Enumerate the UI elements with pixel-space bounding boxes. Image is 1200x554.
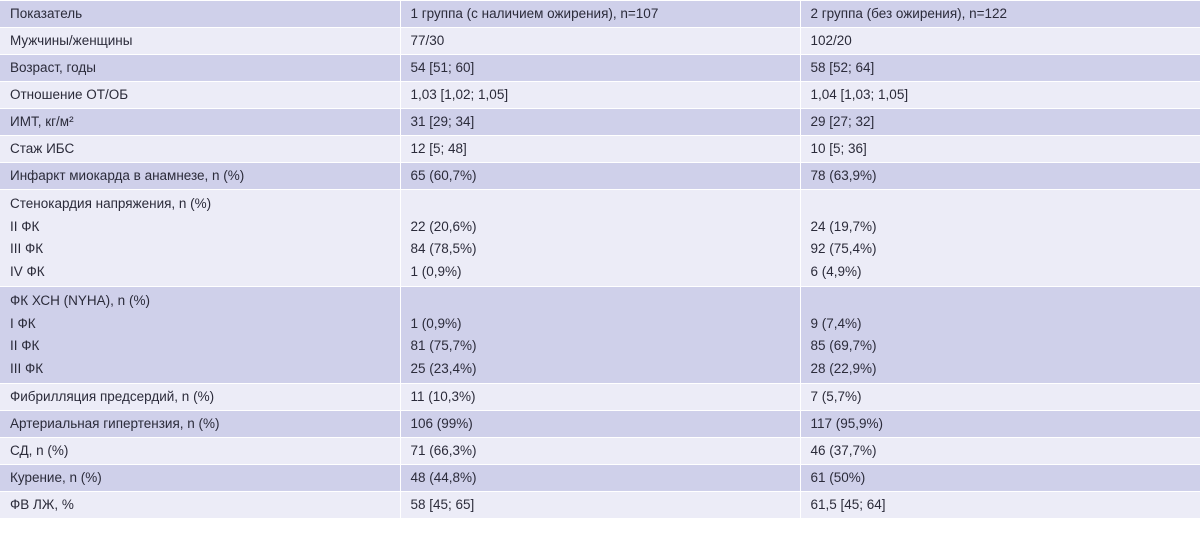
- row-value-group-1: 71 (66,3%): [399, 437, 800, 465]
- row-label: Отношение ОТ/ОБ: [0, 81, 400, 109]
- row-label: СД, n (%): [0, 437, 400, 465]
- row-value-group-2: 1,04 [1,03; 1,05]: [799, 81, 1200, 109]
- row-value-group-2: 9 (7,4%) 85 (69,7%) 28 (22,9%): [799, 286, 1200, 384]
- sub-value: 1 (0,9%): [410, 315, 462, 331]
- row-label: Мужчины/женщины: [0, 27, 400, 55]
- sub-value: 25 (23,4%): [410, 360, 477, 376]
- row-value-group-2: 102/20: [799, 27, 1200, 55]
- header-group-2: 2 группа (без ожирения), n=122: [799, 0, 1200, 28]
- sub-value: 28 (22,9%): [810, 360, 877, 376]
- table-row: СД, n (%) 71 (66,3%) 46 (37,7%): [0, 437, 1200, 465]
- header-group-1: 1 группа (с наличием ожирения), n=107: [399, 0, 800, 28]
- sub-value: 81 (75,7%): [410, 338, 477, 353]
- table-row: Возраст, годы 54 [51; 60] 58 [52; 64]: [0, 54, 1200, 82]
- table-row: ФВ ЛЖ, % 58 [45; 65] 61,5 [45; 64]: [0, 491, 1200, 519]
- characteristics-table: Показатель 1 группа (с наличием ожирения…: [0, 0, 1200, 519]
- sub-label: II ФК: [10, 338, 40, 353]
- header-indicator: Показатель: [0, 0, 400, 28]
- row-label: ИМТ, кг/м²: [0, 108, 400, 136]
- row-label: Фибрилляция предсердий, n (%): [0, 383, 400, 411]
- group-heading: Стенокардия напряжения, n (%): [10, 196, 212, 211]
- sub-label: IV ФК: [10, 263, 45, 279]
- row-value-group-1: 48 (44,8%): [399, 464, 800, 492]
- sub-value: 9 (7,4%): [810, 315, 862, 331]
- sub-label: I ФК: [10, 315, 36, 331]
- row-value-group-1: 58 [45; 65]: [399, 491, 800, 519]
- table-row: ИМТ, кг/м² 31 [29; 34] 29 [27; 32]: [0, 108, 1200, 136]
- row-value-group-2: 117 (95,9%): [799, 410, 1200, 438]
- sub-value: 84 (78,5%): [410, 241, 477, 256]
- spacer: [811, 193, 1191, 216]
- table-row: Стаж ИБС 12 [5; 48] 10 [5; 36]: [0, 135, 1200, 163]
- sub-label: II ФК: [10, 218, 40, 234]
- row-label: Стенокардия напряжения, n (%) II ФК III …: [0, 189, 400, 287]
- sub-value: 85 (69,7%): [810, 338, 877, 353]
- sub-value: 1 (0,9%): [410, 263, 462, 279]
- table-row: Отношение ОТ/ОБ 1,03 [1,02; 1,05] 1,04 […: [0, 81, 1200, 109]
- table-row: Курение, n (%) 48 (44,8%) 61 (50%): [0, 464, 1200, 492]
- row-value-group-2: 10 [5; 36]: [799, 135, 1200, 163]
- row-value-group-1: 65 (60,7%): [399, 162, 800, 190]
- row-value-group-1: 1 (0,9%) 81 (75,7%) 25 (23,4%): [399, 286, 800, 384]
- sub-value: 22 (20,6%): [410, 218, 477, 234]
- sub-value: 92 (75,4%): [810, 241, 877, 256]
- table-row-angina: Стенокардия напряжения, n (%) II ФК III …: [0, 189, 1200, 287]
- sub-label: III ФК: [10, 360, 44, 376]
- row-label: Возраст, годы: [0, 54, 400, 82]
- row-value-group-2: 46 (37,7%): [799, 437, 1200, 465]
- spacer: [411, 290, 790, 313]
- row-value-group-2: 78 (63,9%): [799, 162, 1200, 190]
- row-value-group-1: 1,03 [1,02; 1,05]: [399, 81, 800, 109]
- row-value-group-1: 22 (20,6%) 84 (78,5%) 1 (0,9%): [399, 189, 800, 287]
- row-value-group-2: 61,5 [45; 64]: [799, 491, 1200, 519]
- sub-value: 24 (19,7%): [810, 218, 877, 234]
- table-row-chf: ФК ХСН (NYHA), n (%) I ФК II ФК III ФК 1…: [0, 286, 1200, 384]
- spacer: [811, 290, 1191, 313]
- row-value-group-2: 61 (50%): [799, 464, 1200, 492]
- spacer: [411, 193, 790, 216]
- table-row: Фибрилляция предсердий, n (%) 11 (10,3%)…: [0, 383, 1200, 411]
- table-row: Инфаркт миокарда в анамнезе, n (%) 65 (6…: [0, 162, 1200, 190]
- row-value-group-2: 7 (5,7%): [799, 383, 1200, 411]
- row-label: Артериальная гипертензия, n (%): [0, 410, 400, 438]
- sub-value: 6 (4,9%): [810, 263, 862, 279]
- row-label: ФК ХСН (NYHA), n (%) I ФК II ФК III ФК: [0, 286, 400, 384]
- table-row: Артериальная гипертензия, n (%) 106 (99%…: [0, 410, 1200, 438]
- table-row: Мужчины/женщины 77/30 102/20: [0, 27, 1200, 55]
- row-value-group-2: 58 [52; 64]: [799, 54, 1200, 82]
- row-value-group-2: 24 (19,7%) 92 (75,4%) 6 (4,9%): [799, 189, 1200, 287]
- row-value-group-1: 106 (99%): [399, 410, 800, 438]
- row-label: Курение, n (%): [0, 464, 400, 492]
- sub-label: III ФК: [10, 241, 44, 256]
- group-heading: ФК ХСН (NYHA), n (%): [10, 293, 150, 308]
- row-value-group-1: 54 [51; 60]: [399, 54, 800, 82]
- row-value-group-1: 11 (10,3%): [399, 383, 800, 411]
- row-label: Стаж ИБС: [0, 135, 400, 163]
- table-header-row: Показатель 1 группа (с наличием ожирения…: [0, 0, 1200, 28]
- row-label: ФВ ЛЖ, %: [0, 491, 400, 519]
- row-value-group-1: 77/30: [399, 27, 800, 55]
- row-value-group-2: 29 [27; 32]: [799, 108, 1200, 136]
- row-value-group-1: 12 [5; 48]: [399, 135, 800, 163]
- row-value-group-1: 31 [29; 34]: [399, 108, 800, 136]
- row-label: Инфаркт миокарда в анамнезе, n (%): [0, 162, 400, 190]
